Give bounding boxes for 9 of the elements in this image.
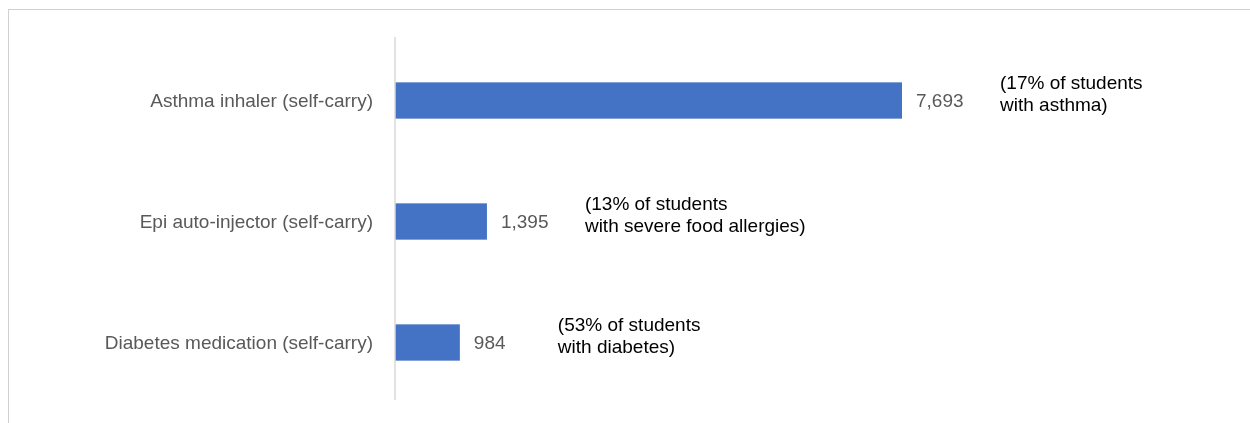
annotation: (13% of students with severe food allergies) xyxy=(583,192,806,236)
data-label: 7,693 xyxy=(916,90,964,111)
y-tick-label: Diabetes medication (self-carry) xyxy=(104,332,373,353)
data-label: 1,395 xyxy=(500,211,549,232)
y-tick-label: Asthma inhaler (self-carry) xyxy=(150,90,373,111)
y-tick-label: Epi auto-injector (self-carry) xyxy=(139,211,373,232)
text: (17% of students with asthma) xyxy=(999,71,1143,115)
annotation: (53% of students with diabetes) xyxy=(556,313,701,357)
data-label: 984 xyxy=(473,332,506,353)
